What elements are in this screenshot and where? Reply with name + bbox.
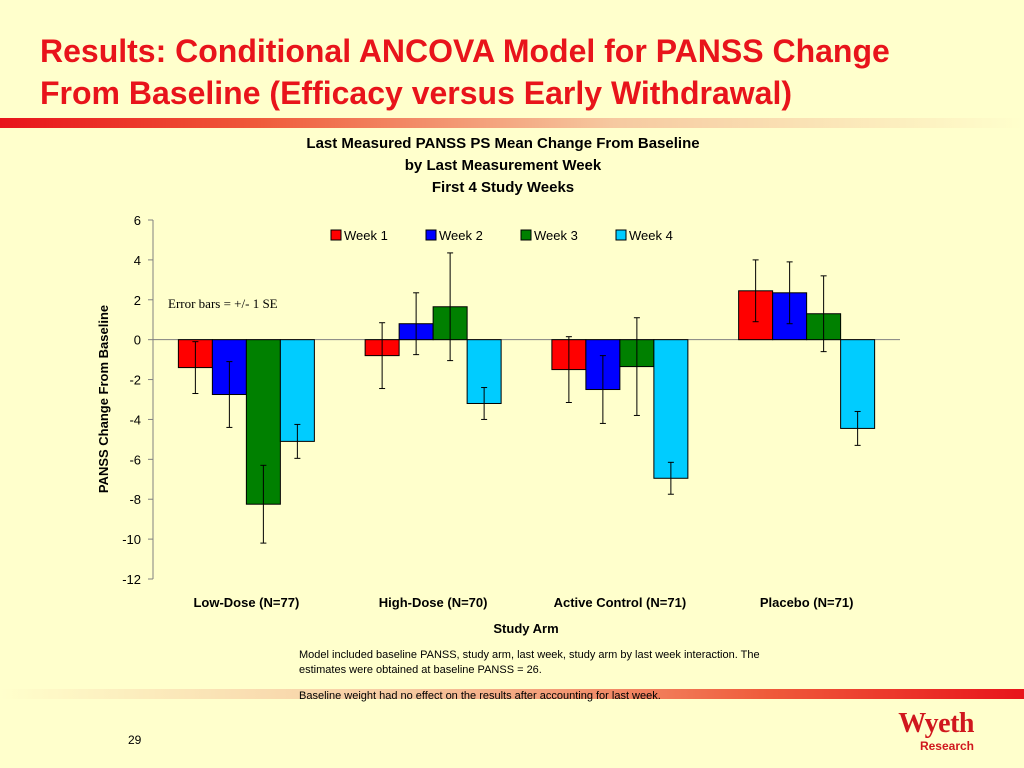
footnote-2: Baseline weight had no effect on the res… bbox=[299, 690, 661, 702]
y-tick-label: 6 bbox=[134, 213, 141, 228]
slide-title: Results: Conditional ANCOVA Model for PA… bbox=[40, 30, 1000, 114]
slide-title-line-1: Results: Conditional ANCOVA Model for PA… bbox=[40, 33, 890, 69]
chart-title-line-2: by Last Measurement Week bbox=[405, 157, 602, 174]
y-tick-label: -6 bbox=[129, 452, 141, 467]
x-category-label: Low-Dose (N=77) bbox=[193, 595, 299, 610]
y-tick-label: 4 bbox=[134, 253, 141, 268]
x-category-label: High-Dose (N=70) bbox=[379, 595, 488, 610]
y-axis-label: PANSS Change From Baseline bbox=[96, 305, 111, 493]
legend-swatch-week-2 bbox=[425, 229, 437, 241]
bar-week-4 bbox=[653, 339, 689, 479]
y-tick-label: -8 bbox=[129, 492, 141, 507]
page-number: 29 bbox=[128, 733, 142, 747]
legend-label-week-4: Week 4 bbox=[629, 228, 673, 243]
legend-label-week-2: Week 2 bbox=[439, 228, 483, 243]
footnote-1: Model included baseline PANSS, study arm… bbox=[299, 649, 760, 676]
legend-swatch-week-3 bbox=[520, 229, 532, 241]
wyeth-research-logo: Wyeth Research bbox=[866, 708, 986, 758]
y-tick-label: -2 bbox=[129, 373, 141, 388]
y-tick-label: -4 bbox=[129, 412, 141, 427]
title-divider bbox=[0, 118, 1024, 128]
logo-subtitle: Research bbox=[919, 739, 974, 753]
y-tick-label: -12 bbox=[122, 572, 141, 587]
error-bar-annotation: Error bars = +/- 1 SE bbox=[168, 296, 278, 311]
x-category-label: Active Control (N=71) bbox=[554, 595, 687, 610]
y-tick-label: -10 bbox=[122, 532, 141, 547]
footer-divider bbox=[0, 689, 1024, 699]
legend-swatch-week-4 bbox=[615, 229, 627, 241]
x-axis-label: Study Arm bbox=[493, 621, 558, 636]
slide-title-line-2: From Baseline (Efficacy versus Early Wit… bbox=[40, 75, 792, 111]
chart-title-line-1: Last Measured PANSS PS Mean Change From … bbox=[306, 135, 699, 152]
footnotes: Model included baseline PANSS, study arm… bbox=[299, 648, 769, 715]
legend-label-week-3: Week 3 bbox=[534, 228, 578, 243]
logo-wordmark: Wyeth bbox=[898, 708, 974, 739]
legend-label-week-1: Week 1 bbox=[344, 228, 388, 243]
y-tick-label: 0 bbox=[134, 333, 141, 348]
chart-title-line-3: First 4 Study Weeks bbox=[432, 179, 574, 196]
x-category-label: Placebo (N=71) bbox=[760, 595, 854, 610]
legend-swatch-week-1 bbox=[330, 229, 342, 241]
y-tick-label: 2 bbox=[134, 293, 141, 308]
